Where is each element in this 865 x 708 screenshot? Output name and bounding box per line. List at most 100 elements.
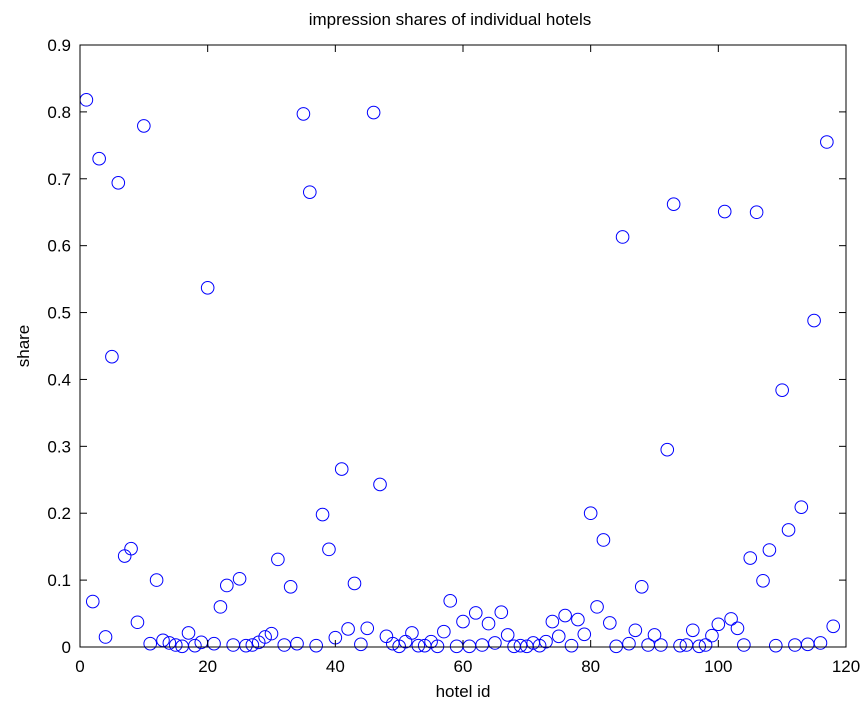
data-point: [628, 623, 643, 638]
data-point: [545, 614, 560, 629]
data-point: [737, 638, 751, 652]
y-tick-label: 0.1: [47, 571, 71, 590]
data-point: [398, 634, 413, 649]
data-point: [749, 205, 764, 220]
data-point: [124, 541, 138, 556]
data-point: [245, 638, 260, 652]
data-point: [220, 578, 234, 593]
data-point: [724, 612, 738, 626]
data-point: [666, 197, 681, 211]
data-point: [232, 571, 247, 586]
data-point: [698, 638, 713, 652]
data-point: [271, 552, 285, 567]
data-point: [615, 230, 630, 244]
data-point: [654, 638, 668, 652]
x-tick-label: 0: [75, 657, 84, 676]
data-point: [705, 628, 719, 643]
data-point: [673, 638, 687, 653]
data-point: [756, 573, 770, 588]
data-point: [647, 628, 662, 642]
data-point: [296, 107, 311, 121]
data-point: [596, 533, 611, 547]
data-point: [258, 630, 272, 644]
data-point: [590, 600, 604, 614]
data-point: [603, 616, 617, 630]
y-tick-label: 0: [62, 638, 71, 657]
data-point: [188, 638, 202, 653]
x-tick-label: 120: [832, 657, 860, 676]
data-point: [354, 637, 368, 652]
data-point: [309, 638, 323, 653]
y-tick-label: 0.9: [47, 36, 71, 55]
data-point: [558, 608, 572, 623]
data-point: [768, 638, 783, 653]
data-point: [239, 638, 253, 653]
y-tick-label: 0.6: [47, 237, 71, 256]
data-point: [85, 594, 100, 609]
data-point: [481, 616, 496, 631]
data-point: [168, 638, 183, 652]
data-point: [686, 623, 700, 638]
data-point: [430, 639, 445, 654]
data-point: [826, 619, 841, 634]
data-point: [717, 204, 732, 219]
plot-area: [79, 93, 841, 654]
data-point: [692, 639, 706, 654]
x-tick-label: 20: [198, 657, 217, 676]
y-tick-label: 0.5: [47, 304, 71, 323]
data-point: [366, 105, 381, 120]
data-point: [468, 606, 483, 620]
data-point: [111, 175, 126, 190]
data-point: [149, 573, 164, 587]
y-axis-label: share: [14, 325, 33, 368]
data-point: [513, 638, 528, 653]
data-point: [181, 626, 196, 640]
chart-title: impression shares of individual hotels: [309, 10, 592, 29]
data-point: [494, 605, 509, 620]
data-point: [137, 119, 151, 133]
data-point: [200, 281, 215, 295]
y-tick-label: 0.8: [47, 103, 71, 122]
data-point: [373, 477, 387, 492]
data-point: [411, 638, 426, 653]
x-axis-label: hotel id: [436, 682, 491, 701]
y-axis: 0 0.1 0.2 0.3 0.4 0.5 0.6 0.7 0.8 0.9: [47, 36, 846, 657]
data-point: [456, 614, 470, 629]
data-point: [264, 626, 279, 641]
x-tick-label: 40: [326, 657, 345, 676]
data-point: [551, 629, 566, 644]
data-point: [622, 636, 636, 651]
y-tick-label: 0.3: [47, 437, 71, 456]
data-point: [315, 507, 330, 522]
y-tick-label: 0.7: [47, 170, 71, 189]
data-point: [775, 383, 789, 397]
data-point: [334, 462, 349, 476]
data-point: [500, 628, 515, 642]
x-tick-label: 100: [704, 657, 732, 676]
data-point: [539, 634, 553, 649]
data-point: [564, 638, 579, 653]
data-point: [577, 627, 592, 642]
data-point: [711, 617, 726, 632]
data-point: [443, 594, 458, 608]
data-point: [105, 349, 119, 364]
data-point: [807, 313, 821, 328]
data-point: [290, 636, 304, 651]
data-point: [820, 135, 834, 149]
y-tick-label: 0.2: [47, 504, 71, 523]
data-point: [360, 621, 375, 636]
data-point: [283, 580, 298, 594]
data-point: [347, 576, 362, 591]
data-point: [303, 185, 317, 199]
x-tick-label: 60: [454, 657, 473, 676]
data-point: [322, 542, 336, 557]
data-point: [794, 500, 809, 515]
data-point: [98, 630, 113, 644]
data-point: [143, 636, 158, 651]
data-point: [405, 626, 419, 640]
data-point: [488, 636, 502, 650]
data-point: [130, 615, 145, 630]
data-point: [813, 636, 828, 650]
data-point: [609, 639, 624, 654]
